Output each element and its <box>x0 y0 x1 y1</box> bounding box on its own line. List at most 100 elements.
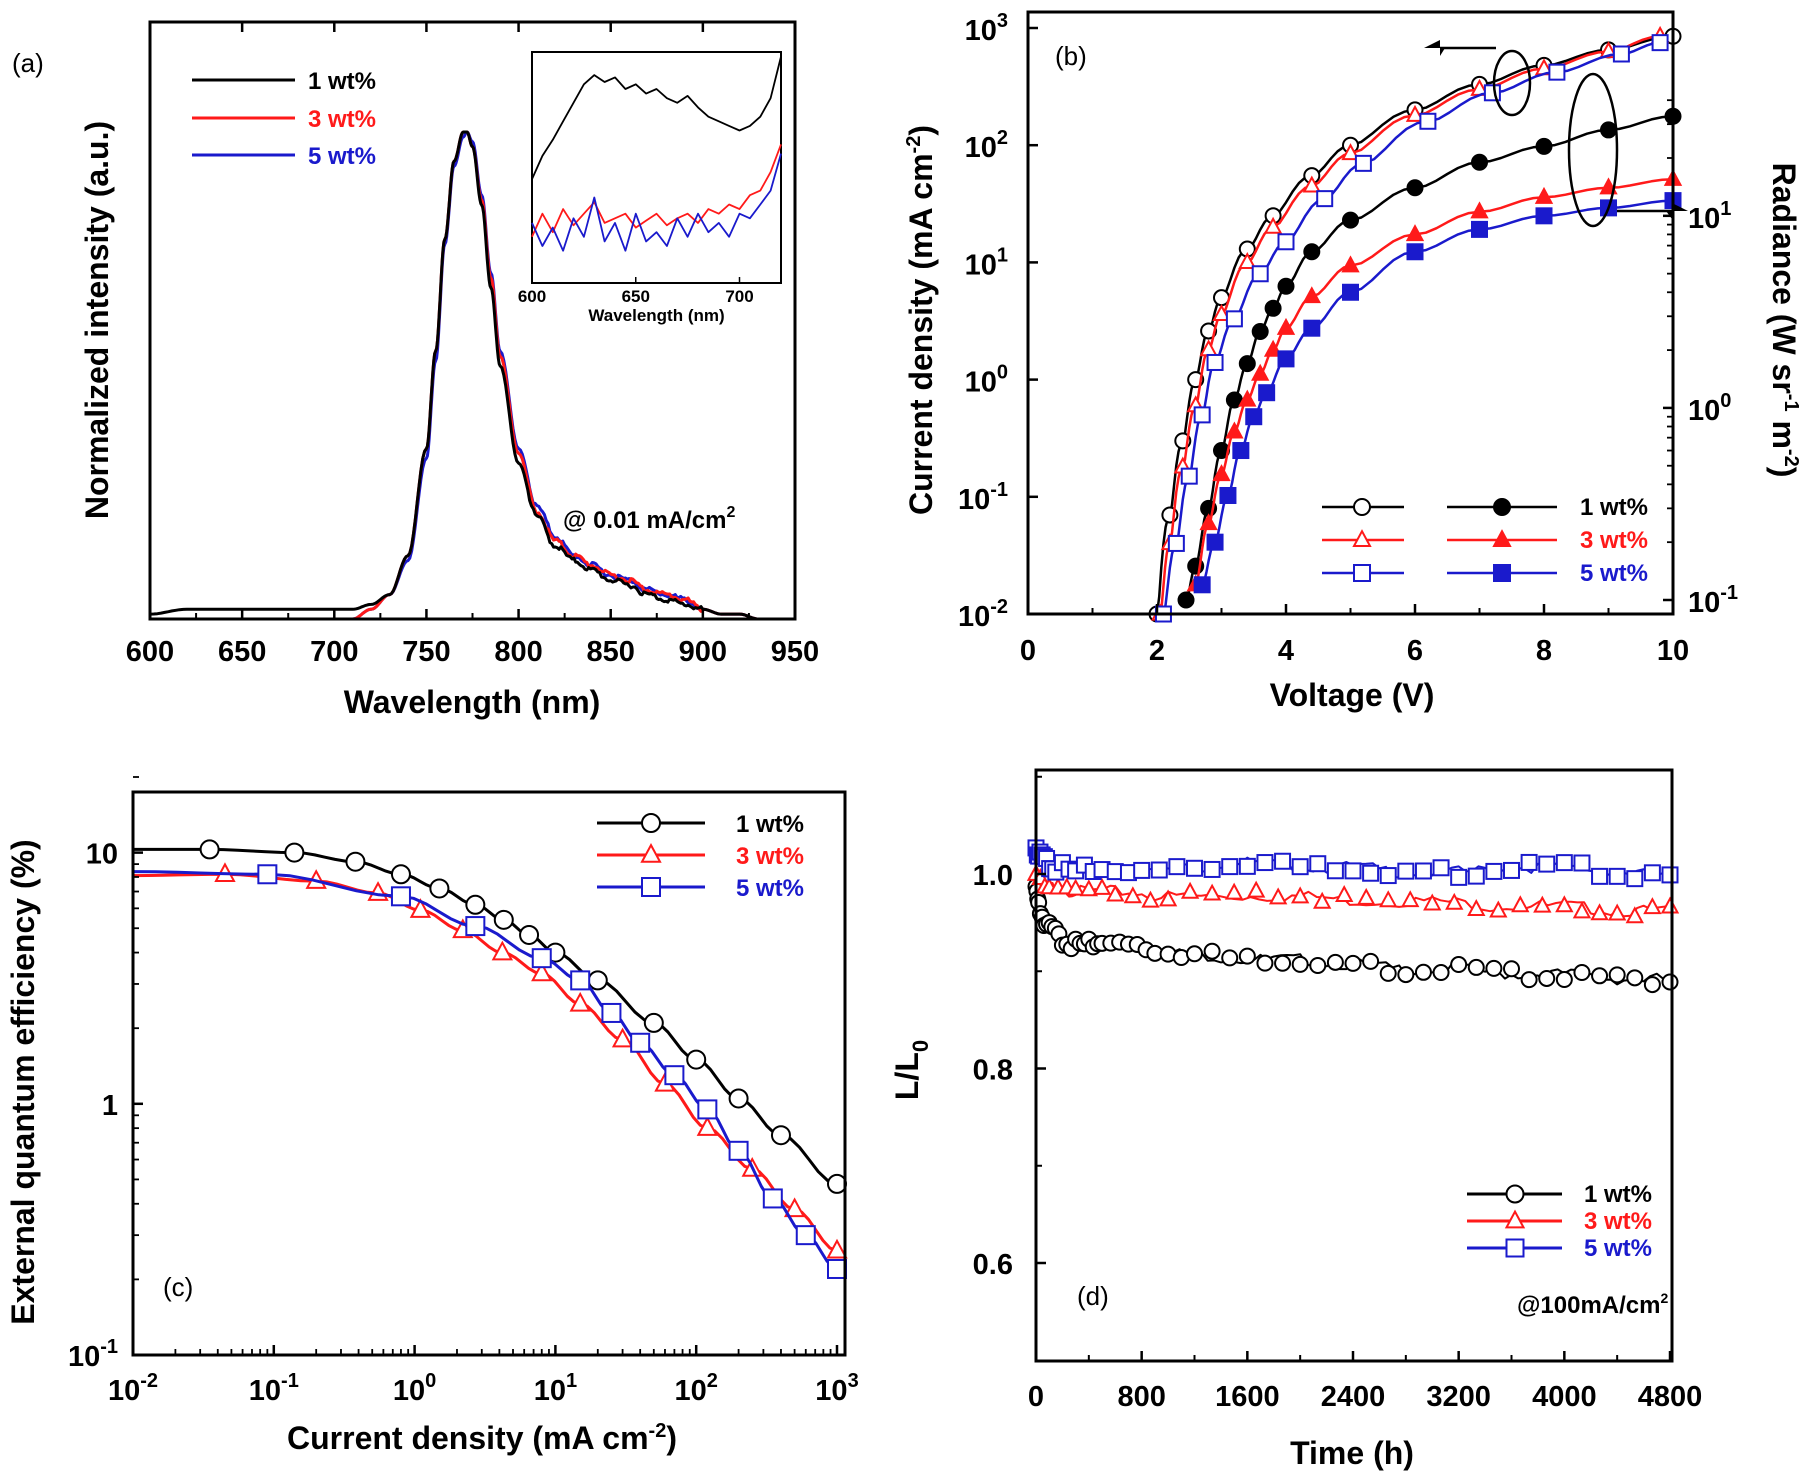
panel-b-y-tick-label-left: 10-2 <box>958 596 1008 633</box>
panel-d-point <box>1432 859 1450 877</box>
panel-b-point-3-wt-J <box>1263 216 1283 234</box>
panel-b-point-3-wt-L <box>1212 464 1231 482</box>
panel-b-point-1-wt-L <box>1535 137 1553 155</box>
panel-b-point-5-wt-L <box>1193 576 1211 594</box>
left-arrow-head-icon <box>1424 40 1445 56</box>
panel-b-label: (b) <box>1055 41 1087 71</box>
panel-c-point <box>531 948 552 969</box>
panel-d-point <box>1309 855 1327 873</box>
panel-b-point-5-wt-J <box>1167 534 1185 552</box>
panel-d-point <box>1291 858 1309 876</box>
panel-d-label: (d) <box>1077 1281 1109 1311</box>
panel-c-point <box>570 970 591 991</box>
panel-d-point <box>1290 886 1310 904</box>
panel-b-point-5-wt-J <box>1612 45 1630 63</box>
panel-b-x-label: Voltage (V) <box>1270 677 1435 713</box>
panel-d-point <box>1608 966 1626 984</box>
panel-c-point <box>827 1258 847 1279</box>
panel-d-point <box>1643 864 1661 882</box>
panel-b-point-3-wt-L <box>1225 421 1244 439</box>
panel-b-y-label-left: Current density (mA cm-2) <box>903 125 939 515</box>
panel-b-point-1-wt-L <box>1238 355 1256 373</box>
panel-c-legend-marker <box>640 842 662 863</box>
panel-b-point-5-wt-J <box>1206 353 1224 371</box>
legend-marker-open <box>1352 529 1372 547</box>
panel-d-point <box>1335 885 1354 902</box>
panel-d-y-tick-label: 1.0 <box>973 860 1013 892</box>
panel-b-point-3-wt-J <box>1212 304 1231 322</box>
panel-d-point <box>1397 966 1415 984</box>
panel-a-x-label: Wavelength (nm) <box>344 684 601 720</box>
panel-c-point <box>491 940 514 961</box>
inset-line-3wt <box>531 144 782 238</box>
panel-d-series <box>1026 839 1680 994</box>
panel-d-point <box>1555 971 1573 989</box>
inset-line-1wt <box>531 56 782 180</box>
panel-b-point-3-wt-L <box>1199 513 1218 531</box>
panel-c-point <box>390 864 411 885</box>
panel-d-point <box>1572 901 1592 919</box>
panel-a-x-tick-label: 900 <box>679 636 727 668</box>
panel-c-x-tick-label: 101 <box>534 1370 577 1407</box>
panel-c-point <box>390 886 411 907</box>
panel-c-point <box>257 864 278 885</box>
panel-d-point <box>1203 860 1221 878</box>
panel-c-point <box>569 991 591 1012</box>
panel-b-y-tick-label-left: 102 <box>965 127 1008 164</box>
panel-b-axis-indicators <box>1424 40 1688 228</box>
panel-d-point <box>1503 861 1520 879</box>
panel-b-point-1-wt-L <box>1251 322 1269 340</box>
panel-b-y-ticks-left: 10-2 10-1 100 101 102 103 <box>958 10 1038 633</box>
panel-d-point <box>1357 887 1376 905</box>
panel-a-x-tick-label: 950 <box>771 636 819 668</box>
panel-d-point <box>1186 859 1203 877</box>
panel-b-point-5-wt-J <box>1354 154 1372 172</box>
panel-d-point <box>1221 949 1239 967</box>
panel-b-x-tick-label: 2 <box>1149 635 1165 667</box>
panel-b-x-tick-label: 4 <box>1278 635 1294 667</box>
panel-b-point-5-wt-J <box>1651 34 1669 52</box>
panel-d-x-tick-label: 0 <box>1028 1381 1044 1413</box>
legend-label-3wt: 3 wt% <box>308 106 376 133</box>
panel-d-legend-label: 5 wt% <box>1584 1235 1652 1262</box>
right-axis-indicator-ellipse <box>1567 72 1619 228</box>
panel-d-point <box>1203 942 1221 960</box>
legend-label-1wt: 1 wt% <box>308 68 376 95</box>
panel-d-point <box>1626 969 1644 987</box>
panel-d-point <box>1591 967 1609 985</box>
panel-d-point <box>1401 890 1420 908</box>
panel-b-point-5-wt-L <box>1219 486 1237 504</box>
panel-d-point <box>1643 897 1662 915</box>
panel-d-point <box>1414 963 1432 981</box>
legend-marker-filled <box>1492 529 1512 547</box>
legend-marker-filled <box>1493 564 1511 582</box>
panel-d-point <box>1511 895 1530 913</box>
panel-d-point <box>1202 883 1222 901</box>
panel-b-legend-label: 3 wt% <box>1580 527 1648 554</box>
panel-c-point <box>284 842 305 863</box>
panel-d-point <box>1123 886 1143 904</box>
panel-b-x-tick-label: 10 <box>1657 635 1689 667</box>
panel-c-legend: 1 wt% 3 wt% 5 wt% <box>597 811 804 902</box>
panel-d-point <box>1274 954 1292 972</box>
panel-b-point-5-wt-J <box>1193 406 1211 424</box>
panel-d-point <box>1538 969 1556 987</box>
panel-d-point <box>1626 870 1644 888</box>
panel-c-y-tick-label: 1 <box>102 1090 118 1122</box>
panel-b-point-1-wt-L <box>1342 211 1359 229</box>
panel-c-point <box>465 894 486 915</box>
panel-d-x-tick-label: 1600 <box>1215 1381 1280 1413</box>
inset-x-tick-label: 650 <box>622 287 650 306</box>
panel-d-point <box>1555 895 1574 913</box>
panel-a-line-1wt <box>149 130 795 621</box>
panel-b-point-5-wt-J <box>1251 265 1269 283</box>
panel-b-point-5-wt-J <box>1483 84 1501 102</box>
panel-d-point <box>1186 945 1203 963</box>
panel-d-point <box>1661 973 1679 991</box>
panel-b-y-tick-label-right: 10-1 <box>1688 582 1738 619</box>
panel-b-y-tick-label-right: 101 <box>1688 198 1731 235</box>
panel-a-legend: 1 wt% 3 wt% 5 wt% <box>192 68 376 170</box>
